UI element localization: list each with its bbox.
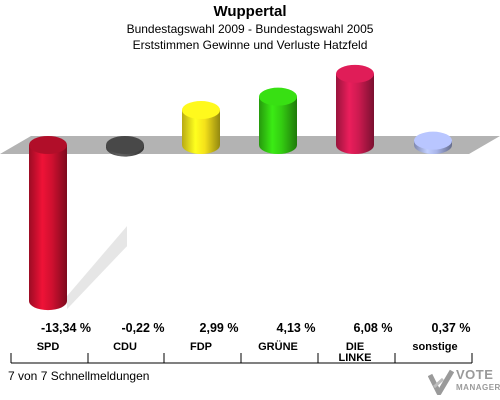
bar-cdu bbox=[106, 136, 144, 157]
bar-body bbox=[259, 96, 297, 154]
bar-top bbox=[106, 136, 144, 154]
chart-subtitle-1: Bundestagswahl 2009 - Bundestagswahl 200… bbox=[126, 22, 374, 36]
bar-die-linke bbox=[336, 64, 374, 154]
category-label: DIE bbox=[346, 341, 364, 353]
bar-shadow bbox=[67, 226, 127, 310]
bar-spd bbox=[29, 136, 127, 311]
bar-body bbox=[336, 73, 374, 154]
logo-text-manager: MANAGER bbox=[456, 383, 500, 392]
value-label: 4,13 % bbox=[277, 321, 316, 335]
bar-top bbox=[336, 64, 374, 83]
bar-top bbox=[414, 131, 452, 150]
bar-sonstige bbox=[414, 131, 452, 154]
chart-title: Wuppertal bbox=[213, 3, 287, 20]
bar-top bbox=[182, 101, 220, 120]
vote-manager-logo-icon bbox=[428, 369, 454, 395]
category-label: LINKE bbox=[339, 352, 372, 364]
bar-grüne bbox=[259, 87, 297, 154]
category-label: sonstige bbox=[412, 341, 457, 353]
value-label: -13,34 % bbox=[41, 321, 91, 335]
category-label: GRÜNE bbox=[258, 340, 298, 353]
category-label: FDP bbox=[190, 341, 212, 353]
bar-top bbox=[29, 136, 67, 154]
footer-note: 7 von 7 Schnellmeldungen bbox=[8, 369, 150, 383]
bar-top bbox=[259, 87, 297, 106]
value-label: 6,08 % bbox=[354, 321, 393, 335]
value-label: -0,22 % bbox=[121, 321, 164, 335]
bar-body bbox=[182, 110, 220, 154]
bar-fdp bbox=[182, 101, 220, 154]
value-label: 2,99 % bbox=[200, 321, 239, 335]
category-label: CDU bbox=[113, 341, 137, 353]
bar-body bbox=[29, 145, 67, 311]
chart-subtitle-2: Erststimmen Gewinne und Verluste Hatzfel… bbox=[132, 38, 368, 52]
category-label: SPD bbox=[37, 341, 60, 353]
vote-manager-logo: VOTE MANAGER bbox=[426, 367, 500, 397]
value-label: 0,37 % bbox=[432, 321, 471, 335]
logo-text-vote: VOTE bbox=[456, 367, 494, 382]
